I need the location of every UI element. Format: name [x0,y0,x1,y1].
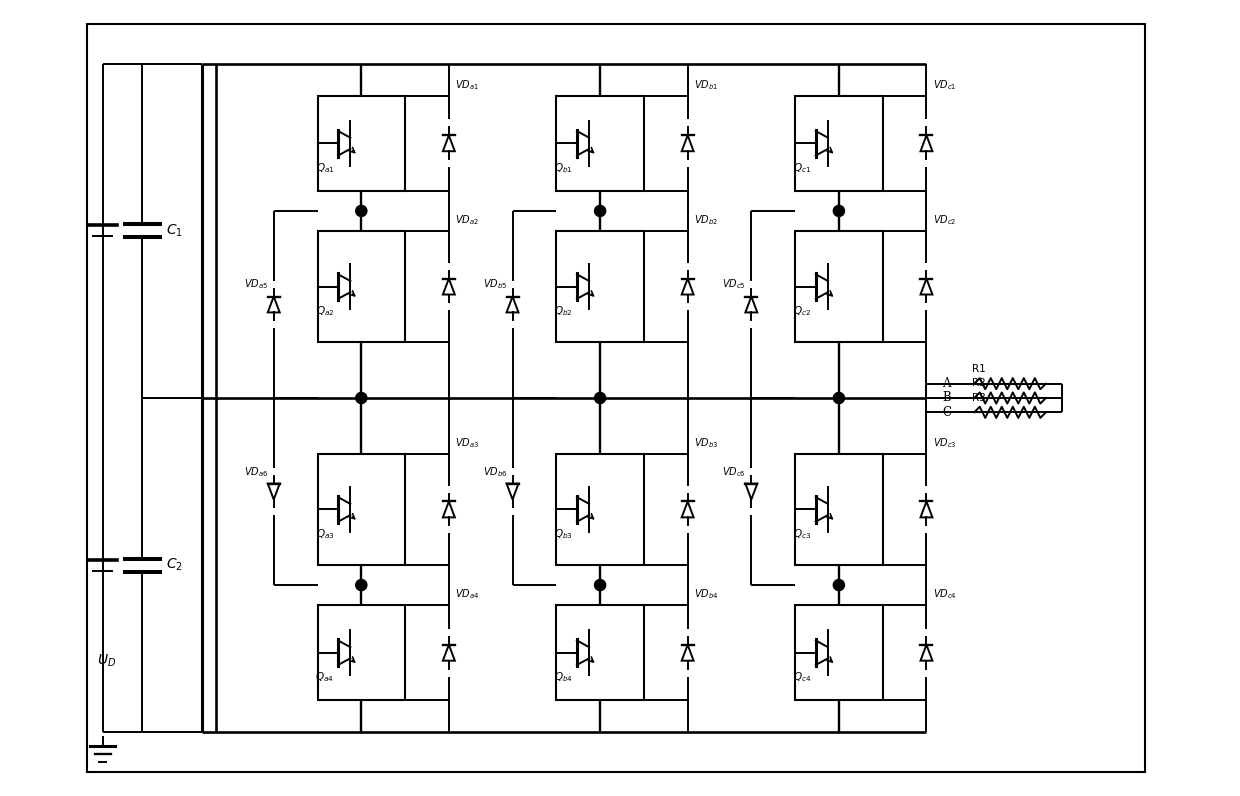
Circle shape [594,205,605,217]
Circle shape [356,579,367,591]
Polygon shape [920,501,932,517]
Polygon shape [682,501,693,517]
Text: $VD_{a5}$: $VD_{a5}$ [244,278,268,291]
Text: $Q_{b2}$: $Q_{b2}$ [554,304,573,318]
Polygon shape [268,296,280,312]
Circle shape [833,579,844,591]
Polygon shape [682,645,693,661]
Text: $Q_{a1}$: $Q_{a1}$ [316,161,335,174]
Text: $Q_{b4}$: $Q_{b4}$ [554,670,573,684]
Bar [795,231,883,342]
Circle shape [356,392,367,404]
Text: R3: R3 [972,392,986,403]
Polygon shape [443,501,455,517]
Polygon shape [443,135,455,151]
Text: $VD_{c1}$: $VD_{c1}$ [932,78,956,92]
Text: $VD_{c5}$: $VD_{c5}$ [722,278,745,291]
Text: $Q_{c4}$: $Q_{c4}$ [794,670,812,684]
Text: $VD_{a1}$: $VD_{a1}$ [455,78,479,92]
Bar [557,96,644,191]
Polygon shape [920,279,932,295]
Text: $Q_{c1}$: $Q_{c1}$ [794,161,811,174]
Bar [317,605,405,700]
Polygon shape [268,483,280,500]
Text: $VD_{c6}$: $VD_{c6}$ [722,465,745,478]
Bar [317,231,405,342]
Polygon shape [443,645,455,661]
Text: $Q_{b1}$: $Q_{b1}$ [554,161,573,174]
Text: $VD_{a4}$: $VD_{a4}$ [455,587,480,601]
Text: $U_D$: $U_D$ [97,653,117,669]
Polygon shape [443,279,455,295]
Bar [795,454,883,565]
Text: R1: R1 [972,364,986,374]
Text: $VD_{a3}$: $VD_{a3}$ [455,436,480,450]
Text: $VD_{b4}$: $VD_{b4}$ [694,587,718,601]
Bar [557,231,644,342]
Polygon shape [682,279,693,295]
Bar [557,605,644,700]
Text: $VD_{a6}$: $VD_{a6}$ [244,465,268,478]
Polygon shape [745,483,758,500]
Polygon shape [920,645,932,661]
Text: $VD_{c3}$: $VD_{c3}$ [932,436,956,450]
Text: $VD_{b6}$: $VD_{b6}$ [482,465,507,478]
Text: $VD_{c2}$: $VD_{c2}$ [932,213,956,227]
Polygon shape [920,135,932,151]
Text: B: B [942,392,951,404]
Bar [317,454,405,565]
Circle shape [356,205,367,217]
Text: $VD_{b1}$: $VD_{b1}$ [694,78,718,92]
Text: $Q_{c2}$: $Q_{c2}$ [794,304,811,318]
Text: R2: R2 [972,378,986,388]
Polygon shape [507,296,518,312]
Polygon shape [682,135,693,151]
Circle shape [833,392,844,404]
Text: $Q_{c3}$: $Q_{c3}$ [794,527,812,540]
Bar [795,96,883,191]
Text: $Q_{a2}$: $Q_{a2}$ [316,304,334,318]
Circle shape [594,579,605,591]
Polygon shape [745,296,758,312]
Circle shape [594,392,605,404]
Text: $C_1$: $C_1$ [166,223,184,239]
Text: $VD_{b5}$: $VD_{b5}$ [482,278,507,291]
Bar [795,605,883,700]
Text: $C_2$: $C_2$ [166,557,184,573]
Text: $Q_{a3}$: $Q_{a3}$ [315,527,335,540]
Circle shape [833,205,844,217]
Polygon shape [507,483,518,500]
Bar [557,454,644,565]
Text: C: C [942,406,951,419]
Text: $VD_{b3}$: $VD_{b3}$ [694,436,718,450]
Text: $VD_{b2}$: $VD_{b2}$ [694,213,718,227]
Bar [317,96,405,191]
Text: $Q_{b3}$: $Q_{b3}$ [554,527,573,540]
Text: $Q_{a4}$: $Q_{a4}$ [315,670,335,684]
Text: A: A [942,377,951,390]
Text: $VD_{c4}$: $VD_{c4}$ [932,587,957,601]
Text: $VD_{a2}$: $VD_{a2}$ [455,213,479,227]
